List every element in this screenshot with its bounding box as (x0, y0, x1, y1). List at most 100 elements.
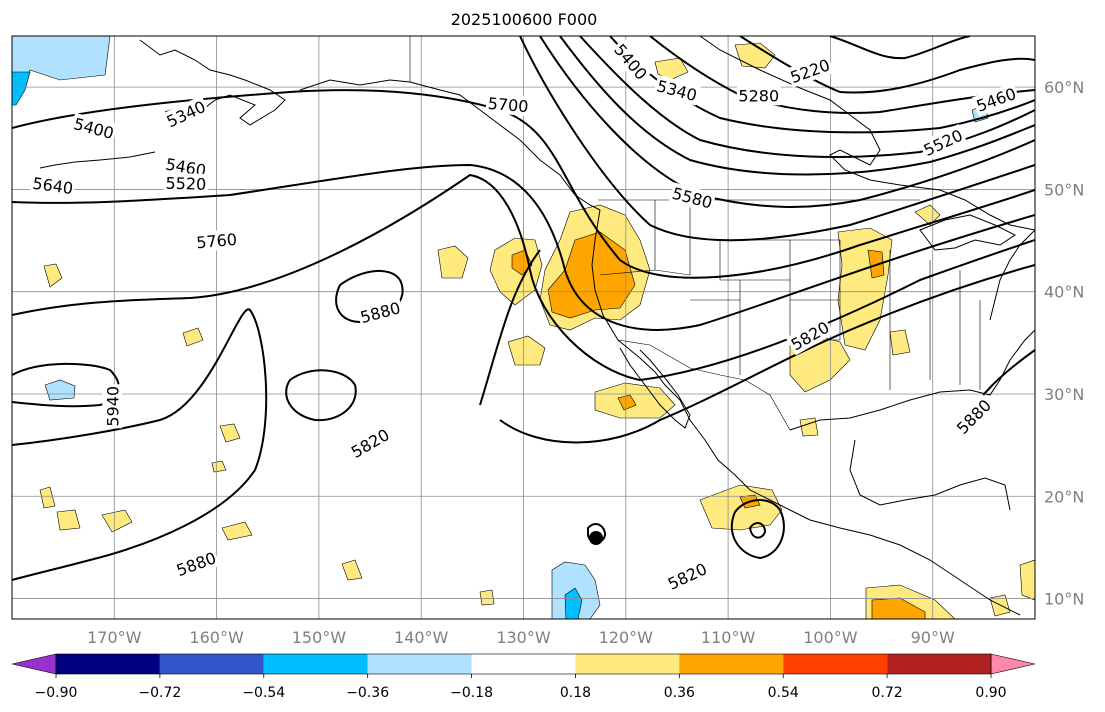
lat-tick-label: 40°N (1044, 283, 1084, 302)
contour-label-bg (785, 53, 835, 88)
lat-tick-label: 30°N (1044, 385, 1084, 404)
colorbar-swatch (367, 654, 472, 674)
contour-5520 (559, 36, 1035, 176)
shade-yellow-small11 (799, 417, 819, 437)
contour-label-bg (653, 74, 701, 106)
contour-labels: 5220528053405400546055205700558053405400… (29, 38, 1021, 595)
contour-label-text: 5280 (738, 86, 779, 105)
lon-tick-label: 100°W (803, 628, 858, 647)
contour-5580 (539, 36, 1035, 208)
colorbar-swatch (887, 654, 991, 674)
lon-tick-label: 140°W (394, 628, 449, 647)
lon-tick-label: 110°W (701, 628, 756, 647)
colorbar-swatch (783, 654, 888, 674)
coastline-great-lakes (919, 214, 1016, 251)
colorbar-swatch (471, 654, 576, 674)
contour-label: 5940 (102, 384, 123, 429)
shade-blue-mid (44, 379, 76, 401)
longitude-axis: 170°W 160°W 150°W 140°W 130°W 120°W 110°W 100°W… (87, 628, 955, 647)
contour-label-bg (356, 296, 405, 328)
contour-5700 (12, 89, 1035, 279)
contour-5760 (12, 163, 1035, 331)
shade-yellow-small10 (211, 460, 227, 473)
colorbar-tick-label: −0.54 (242, 685, 285, 701)
contour-label-text: 5760 (196, 230, 238, 252)
colorbar-swatch (575, 654, 680, 674)
colorbar-swatch (679, 654, 784, 674)
colorbar-swatch (263, 654, 368, 674)
lon-tick-label: 170°W (87, 628, 142, 647)
lon-tick-label: 90°W (911, 628, 955, 647)
coastlines (39, 36, 1035, 616)
shade-yellow-small12 (889, 329, 911, 356)
contour-label-bg (736, 85, 781, 106)
colorbar-tick-label: 0.36 (664, 685, 695, 701)
contour-label-bg (668, 182, 717, 213)
shade-yellow-baja (507, 335, 546, 366)
contour-center-dot (589, 531, 603, 545)
contour-label: 5520 (163, 172, 209, 195)
shade-yellow-se (1019, 559, 1035, 601)
colorbar-tick-label: −0.72 (138, 685, 181, 701)
contour-label-bg (193, 228, 240, 253)
map-title: 2025100600 F000 (450, 10, 598, 29)
contour-label: 5760 (193, 228, 240, 253)
contour-label-bg (972, 82, 1021, 117)
lon-tick-label: 160°W (189, 628, 244, 647)
shade-yellow-gulf (594, 382, 676, 419)
contour-label-bg (102, 384, 123, 429)
lat-tick-label: 20°N (1044, 487, 1084, 506)
colorbar-tick-label: −0.90 (35, 685, 78, 701)
contour-label-bg (663, 557, 712, 595)
shade-yellow-small9 (479, 589, 495, 606)
shade-yellow-small5 (56, 509, 81, 531)
contour-label-text: 5700 (487, 94, 529, 116)
colorbar: −0.90 −0.72 −0.54 −0.36 −0.18 0.18 0.36 0.54 0.7… (11, 653, 1036, 701)
contour-label-text: 5940 (103, 386, 122, 427)
shade-yellow-ne (914, 204, 941, 226)
contour-label-bg (609, 38, 653, 85)
shade-yellow-small4 (39, 486, 56, 509)
lat-tick-label: 50°N (1044, 180, 1084, 199)
colorbar-tick-label: −0.36 (346, 685, 389, 701)
contour-5820-pac (285, 369, 357, 422)
colorbar-swatch (159, 654, 264, 674)
colorbar-outline (55, 653, 992, 675)
coastline-gulf-mexico (789, 329, 1035, 511)
shade-yellow-small3 (219, 423, 241, 443)
contour-label-bg (950, 393, 997, 440)
colorbar-tick-label: 0.54 (768, 685, 799, 701)
coastline-na-west (591, 209, 1021, 616)
coastline-aleutians (39, 151, 156, 169)
shade-orange-west-us (547, 231, 636, 319)
shade-yellow-small1 (43, 263, 63, 288)
contour-label-bg (70, 112, 118, 144)
contour-label-bg (345, 423, 395, 463)
contour-5820-main (12, 173, 1035, 382)
shade-blue-south-core (564, 587, 583, 619)
shade-yellow-small8 (341, 559, 363, 581)
map-frame (11, 35, 1036, 620)
borders (409, 36, 981, 431)
lat-tick-label: 60°N (1044, 78, 1084, 97)
contour-label-text: 5520 (165, 174, 206, 194)
contour-5820-inner (748, 522, 767, 539)
contour-label: 5700 (485, 92, 531, 117)
coastline-us-east (989, 229, 1035, 321)
colorbar-swatch (56, 654, 160, 674)
contour-5220 (829, 36, 971, 60)
shade-yellow-pac1 (437, 245, 469, 279)
colorbar-extend-low (11, 653, 57, 675)
contour-label-bg (172, 546, 221, 581)
contour-5640 (519, 36, 1035, 242)
lon-tick-label: 130°W (496, 628, 551, 647)
contour-5460 (579, 36, 1035, 158)
contour-label-bg (161, 95, 211, 133)
colorbar-tick-label: 0.72 (872, 685, 903, 701)
shaded-field (12, 36, 1035, 619)
shade-yellow-north1 (734, 42, 776, 69)
lon-tick-label: 150°W (292, 628, 347, 647)
coastline-baja (619, 347, 691, 429)
shade-yellow-small2 (182, 327, 204, 347)
